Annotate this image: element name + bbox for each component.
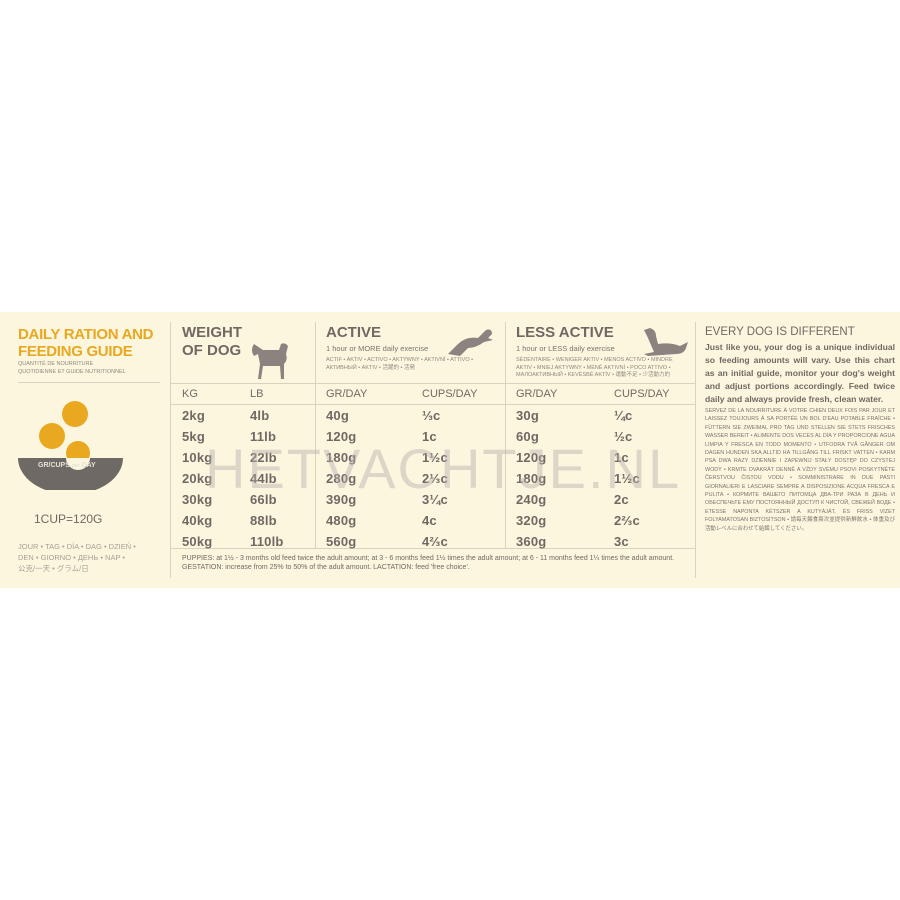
guide-subtitle: QUANTITÉ DE NOURRITURE QUOTIDIENNE ET GU… xyxy=(18,361,126,376)
divider xyxy=(170,322,171,578)
table-cell: 480g xyxy=(326,513,357,528)
table-cell: 5kg xyxy=(182,429,206,444)
title-line: FEEDING GUIDE xyxy=(18,343,133,360)
bowl-label: GR/CUPS per DAY xyxy=(38,462,96,469)
title-line: DAILY RATION AND xyxy=(18,326,154,343)
table-cell: 1c xyxy=(422,429,437,444)
table-cell: 120g xyxy=(326,429,357,444)
col-active-cups: CUPS/DAY xyxy=(422,388,478,400)
table-cell: 20kg xyxy=(182,471,213,486)
table-cell: 2⅔c xyxy=(614,513,640,528)
table-cell: 40g xyxy=(326,408,350,423)
divider xyxy=(170,383,695,384)
table-cell: 180g xyxy=(516,471,547,486)
footnote: PUPPIES: at 1½ - 3 months old feed twice… xyxy=(182,555,675,571)
divider xyxy=(315,322,316,548)
table-cell: 22lb xyxy=(250,450,277,465)
header-line: WEIGHT xyxy=(182,324,242,341)
table-cell: 4⅔c xyxy=(422,534,448,549)
divider xyxy=(170,548,695,549)
table-cell: 2c xyxy=(614,492,629,507)
table-cell: 2kg xyxy=(182,408,206,423)
table-cell: 110lb xyxy=(250,534,284,549)
bowl-icon xyxy=(18,401,123,490)
feeding-guide-panel: DAILY RATION AND FEEDING GUIDE QUANTITÉ … xyxy=(0,312,900,588)
translation-line: 公克/一天 • グラム/日 xyxy=(18,564,89,573)
table-cell: 10kg xyxy=(182,450,213,465)
col-lb: LB xyxy=(250,388,264,400)
table-cell: 50kg xyxy=(182,534,213,549)
table-cell: 4lb xyxy=(250,408,270,423)
table-cell: 40kg xyxy=(182,513,213,528)
lying-dog-icon xyxy=(644,328,688,356)
less-active-translations: SÉDENTAIRE • WENIGER AKTIV • MENOS ACTIV… xyxy=(516,357,673,378)
subtitle-line: QUANTITÉ DE NOURRITURE xyxy=(18,361,94,367)
active-header: ACTIVE xyxy=(326,324,382,341)
table-cell: 3c xyxy=(614,534,629,549)
col-less-gr: GR/DAY xyxy=(516,388,558,400)
table-cell: 60g xyxy=(516,429,540,444)
table-cell: 2⅓c xyxy=(422,471,448,486)
table-cell: 320g xyxy=(516,513,547,528)
table-cell: 30g xyxy=(516,408,540,423)
less-active-subtitle: 1 hour or LESS daily exercise xyxy=(516,344,615,353)
table-cell: ¼c xyxy=(614,408,633,423)
active-subtitle: 1 hour or MORE daily exercise xyxy=(326,344,429,353)
table-cell: 11lb xyxy=(250,429,277,444)
header-line: OF DOG xyxy=(182,342,242,359)
table-cell: 1c xyxy=(614,450,629,465)
table-cell: 360g xyxy=(516,534,547,549)
translation-line: DEN • GIORNO • ДЕНЬ • NAP • xyxy=(18,553,126,562)
table-cell: ½c xyxy=(614,429,633,444)
table-cell: 280g xyxy=(326,471,357,486)
table-cell: 88lb xyxy=(250,513,277,528)
translation-line: JOUR • TAG • DÍA • DAG • DZIEŃ • xyxy=(18,542,136,551)
standing-dog-icon xyxy=(252,343,288,379)
right-body: Just like you, your dog is a unique indi… xyxy=(705,342,895,404)
table-cell: 30kg xyxy=(182,492,213,507)
table-cell: 44lb xyxy=(250,471,277,486)
divider xyxy=(170,404,695,405)
table-cell: 4c xyxy=(422,513,437,528)
divider xyxy=(695,322,696,578)
right-translations: Servez de la nourriture à votre chien de… xyxy=(705,408,895,532)
table-cell: 560g xyxy=(326,534,357,549)
table-cell: 120g xyxy=(516,450,547,465)
divider xyxy=(505,322,506,548)
subtitle-line: QUOTIDIENNE ET GUIDE NUTRITIONNEL xyxy=(18,368,126,375)
table-cell: 240g xyxy=(516,492,547,507)
weight-header: WEIGHT OF DOG xyxy=(182,324,242,360)
guide-title: DAILY RATION AND FEEDING GUIDE xyxy=(18,326,154,360)
table-cell: 66lb xyxy=(250,492,277,507)
table-cell: 1½c xyxy=(422,450,448,465)
table-cell: 390g xyxy=(326,492,357,507)
table-cell: ⅓c xyxy=(422,408,441,423)
col-less-cups: CUPS/DAY xyxy=(614,388,670,400)
running-dog-icon xyxy=(448,329,493,356)
table-cell: 3¼c xyxy=(422,492,448,507)
divider xyxy=(18,382,160,383)
cup-conversion: 1CUP=120G xyxy=(34,512,103,526)
day-translations: JOUR • TAG • DÍA • DAG • DZIEŃ • DEN • G… xyxy=(18,541,136,574)
table-cell: 1½c xyxy=(614,471,640,486)
col-kg: KG xyxy=(182,388,198,400)
col-active-gr: GR/DAY xyxy=(326,388,368,400)
table-cell: 180g xyxy=(326,450,357,465)
active-translations: ACTIF • AKTIV • ACTIVO • AKTYWNY • AKTIV… xyxy=(326,357,474,371)
less-active-header: LESS ACTIVE xyxy=(516,324,614,341)
watermark: HETVACHTJE.NL xyxy=(205,437,682,500)
right-title: EVERY DOG IS DIFFERENT xyxy=(705,326,855,338)
